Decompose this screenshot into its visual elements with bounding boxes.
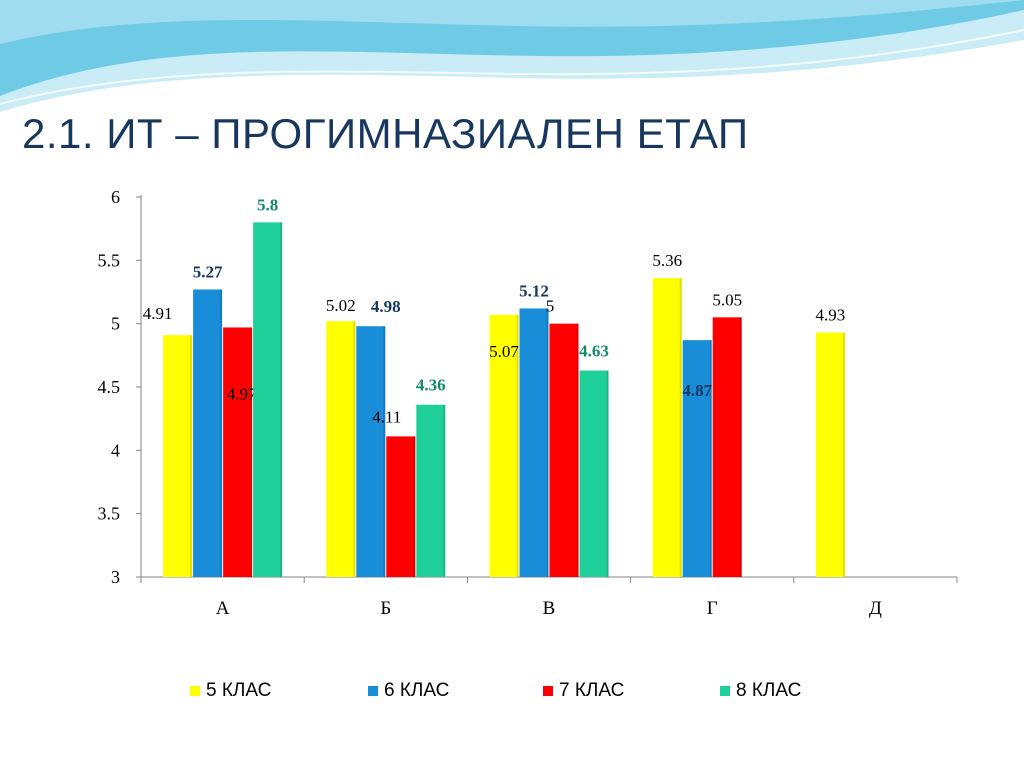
data-label: 5 (546, 297, 555, 316)
y-tick-label: 4.5 (98, 377, 121, 397)
bar-5-клас (163, 335, 193, 577)
bar-shade (679, 278, 682, 577)
legend-label: 7 КЛАС (559, 680, 625, 701)
slide-title: 2.1. ИТ – ПРОГИМНАЗИАЛЕН ЕТАП (22, 110, 749, 157)
legend-label: 6 КЛАС (384, 680, 450, 701)
legend-item: 8 КЛАС (720, 680, 801, 702)
legend-item: 5 КЛАС (190, 680, 271, 702)
bar-shade (576, 323, 579, 577)
legend-label: 8 КЛАС (736, 680, 802, 701)
bar-8-клас (253, 222, 283, 578)
legend-swatch (720, 686, 730, 696)
bar-shade (220, 289, 223, 577)
y-tick-label: 5 (111, 314, 120, 334)
category-label: Г (707, 598, 718, 619)
bar-7-клас (223, 327, 253, 577)
bar-shade (383, 326, 386, 577)
bar-5-клас (326, 321, 356, 577)
y-tick-label: 6 (111, 187, 120, 207)
legend-swatch (190, 686, 200, 696)
wave-top-band (0, 0, 1024, 44)
bar-shade (413, 436, 416, 577)
y-tick-label: 4 (111, 440, 120, 460)
data-label: 5.8 (257, 195, 278, 214)
bar-8-клас (579, 370, 609, 577)
bar-5-клас (489, 314, 519, 577)
legend-label: 5 КЛАС (206, 680, 272, 701)
bar-6-клас (193, 289, 223, 577)
bar-shade (546, 308, 549, 577)
bar-shade (443, 404, 446, 577)
bar-shade (516, 314, 519, 577)
legend-swatch (543, 686, 553, 696)
bar-shade (606, 370, 609, 577)
category-label: Д (869, 598, 882, 619)
y-tick-label: 3 (111, 567, 120, 587)
bar-shade (353, 321, 356, 577)
data-label: 4.91 (143, 304, 173, 323)
bar-shade (280, 222, 283, 578)
bar-7-клас (549, 323, 579, 577)
data-label: 5.27 (193, 262, 223, 281)
data-label: 4.87 (682, 381, 712, 400)
bar-5-клас (652, 278, 682, 577)
chart-legend: 5 КЛАС 6 КЛАС 7 КЛАС 8 КЛАС (190, 676, 890, 706)
legend-item: 6 КЛАС (368, 680, 449, 702)
legend-item: 7 КЛАС (543, 680, 624, 702)
bar-shade (190, 335, 193, 577)
data-label: 4.97 (227, 384, 257, 403)
data-label: 4.11 (372, 407, 401, 426)
data-label: 4.93 (816, 306, 846, 325)
y-tick-label: 3.5 (98, 504, 121, 524)
wave-highlight-line (0, 29, 1024, 105)
bar-6-клас (519, 308, 549, 577)
bar-6-клас (682, 340, 712, 577)
bar-8-клас (416, 404, 446, 577)
header-wave-decoration (0, 0, 1024, 112)
data-label: 4.36 (416, 376, 446, 395)
bar-6-клас (356, 326, 386, 577)
bar-7-клас (712, 317, 742, 577)
bar-shade (842, 332, 845, 577)
category-label: В (543, 598, 556, 619)
data-label: 5.12 (519, 281, 549, 300)
bar-shade (709, 340, 712, 577)
bar-shade (250, 327, 253, 577)
category-label: А (216, 598, 230, 619)
wave-dark-band (0, 0, 1024, 96)
data-label: 5.07 (489, 342, 519, 361)
data-label: 5.36 (652, 251, 682, 270)
category-label: Б (380, 598, 391, 619)
data-label: 4.63 (579, 342, 609, 361)
y-tick-label: 5.5 (98, 250, 121, 270)
legend-swatch (368, 686, 378, 696)
data-label: 4.98 (371, 297, 401, 316)
bar-shade (739, 317, 742, 577)
bar-7-клас (386, 436, 416, 577)
bar-5-клас (815, 332, 845, 577)
data-label: 5.02 (326, 296, 356, 315)
data-label: 5.05 (712, 290, 742, 309)
